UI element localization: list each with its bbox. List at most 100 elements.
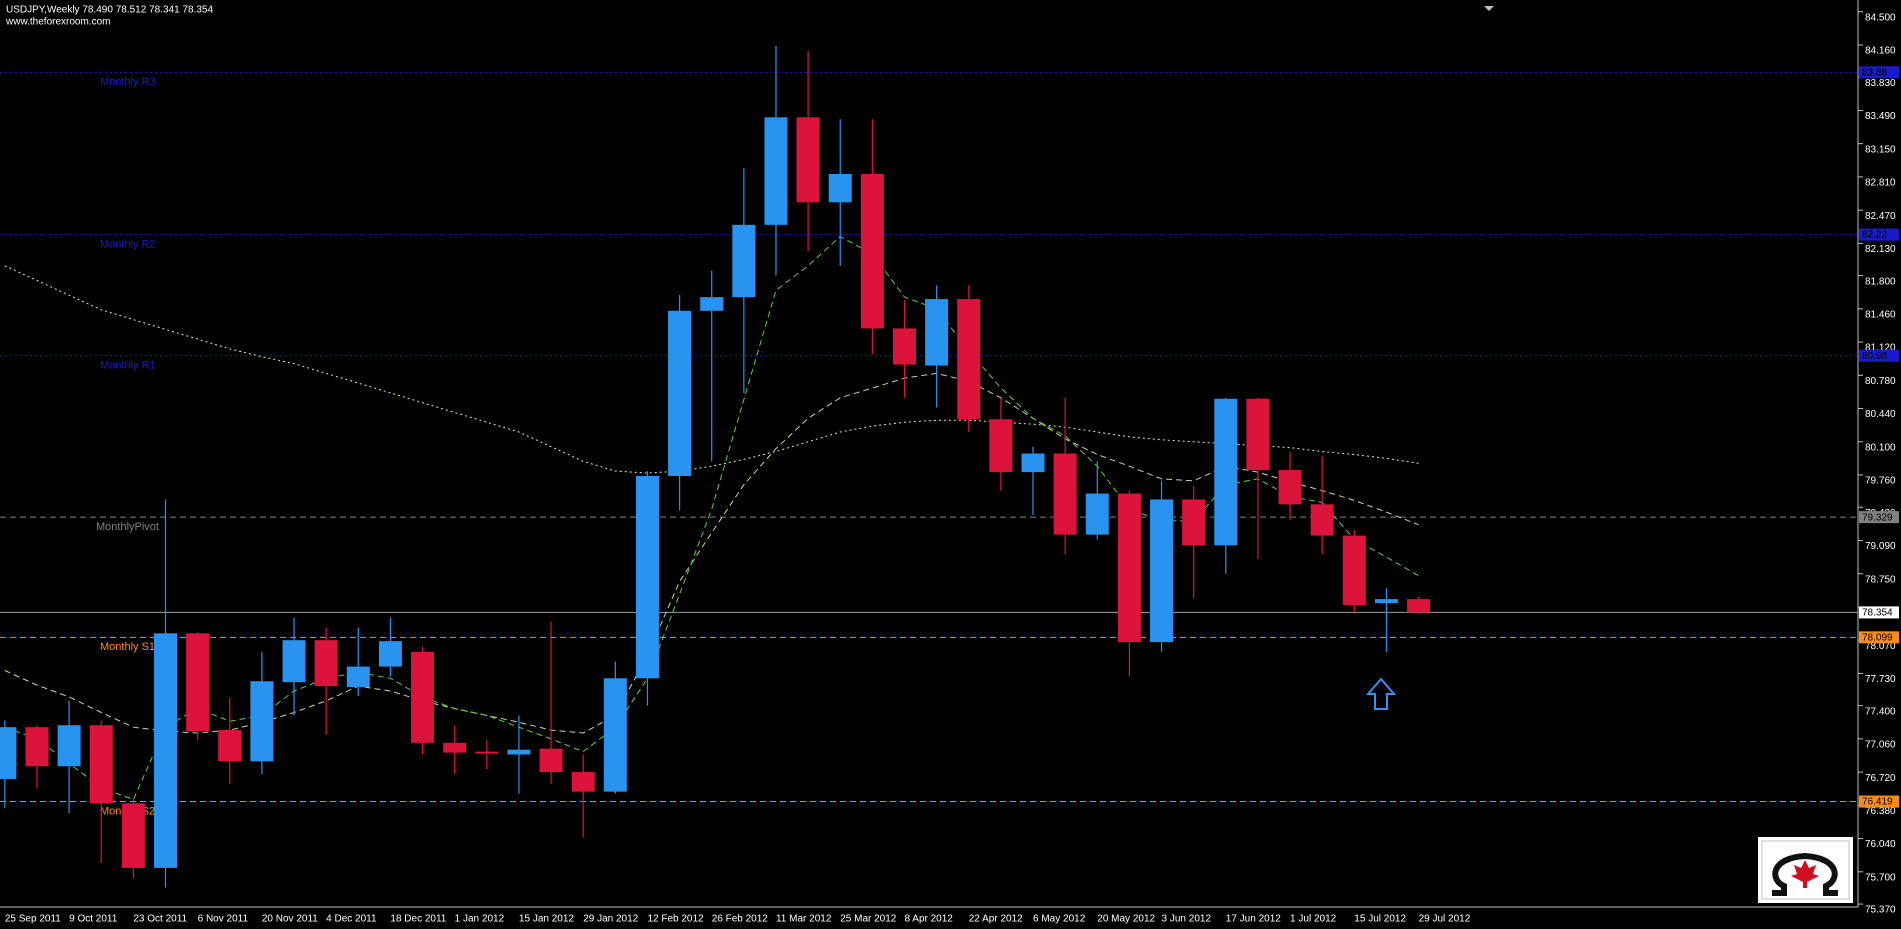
candle-body [635,475,659,679]
candle-body [1214,398,1238,546]
candle-body [1278,470,1302,505]
x-tick-label: 11 Mar 2012 [776,914,832,925]
y-tick-label: 84.500 [1865,12,1896,23]
logo-leaf [1791,860,1819,888]
candle-body [25,727,49,767]
y-tick-label: 76.040 [1865,839,1896,850]
candle-body [475,751,499,754]
candle-body [1342,535,1366,605]
x-tick-label: 6 May 2012 [1033,914,1086,925]
y-tick-label: 82.810 [1865,178,1896,189]
level-tag [1859,795,1899,808]
x-tick-label: 20 Nov 2011 [262,914,318,925]
level-tag-label: 78.099 [1862,632,1893,643]
candle-body [732,224,756,298]
candle-body [314,640,338,687]
indicator-line [4,265,1419,474]
level-tag-label: 83.88 [1862,67,1887,78]
x-tick-label: 18 Dec 2011 [390,914,446,925]
candle-body [1407,599,1431,613]
level-label: Monthly R2 [100,238,156,250]
y-tick-label: 81.460 [1865,309,1896,320]
candle-body [1310,504,1334,536]
x-tick-label: 29 Jan 2012 [583,914,638,925]
candle-body [860,173,884,329]
annotation-arrow [1365,677,1397,710]
candle-body [378,641,402,667]
level-label: MonthlyPivot [96,521,159,533]
candle-body [507,749,531,755]
y-tick-label: 77.730 [1865,674,1896,685]
chart-subtitle: www.theforexroom.com [5,17,110,28]
y-tick-label: 80.100 [1865,442,1896,453]
candle-body [1021,453,1045,473]
x-tick-label: 29 Jul 2012 [1419,914,1471,925]
candle-body [925,299,949,366]
candle-body [411,651,435,743]
current-price-tag-label: 78.354 [1862,608,1893,619]
level-tag [1859,631,1899,644]
x-tick-label: 26 Feb 2012 [712,914,769,925]
y-tick-label: 83.150 [1865,144,1896,155]
candle-body [1246,398,1270,471]
level-label: Monthly S1 [100,641,155,653]
level-tag-label: 79.329 [1862,512,1893,523]
x-tick-label: 15 Jan 2012 [519,914,574,925]
y-tick-label: 81.120 [1865,343,1896,354]
logo-frame [1761,840,1850,900]
candle-body [89,725,113,804]
x-tick-label: 3 Jun 2012 [1162,914,1212,925]
x-tick-label: 22 Apr 2012 [969,914,1023,925]
level-tag-label: 76.419 [1862,797,1893,808]
candle-body [121,803,145,868]
candle-body [1117,493,1141,643]
y-tick-label: 83.490 [1865,111,1896,122]
level-label: Monthly R3 [100,76,156,88]
candle-body [218,730,242,762]
candle-body [346,666,370,688]
x-tick-label: 23 Oct 2011 [133,914,187,925]
y-tick-label: 78.070 [1865,641,1896,652]
candle-body [250,681,274,762]
candle-body [668,310,692,476]
candle-body [571,772,595,792]
candle-body [1374,599,1398,604]
logo [1758,837,1853,903]
y-tick-label: 83.830 [1865,78,1896,89]
candle-body [0,727,17,779]
x-tick-label: 25 Mar 2012 [840,914,897,925]
chart-title: USDJPY,Weekly 78.490 78.512 78.341 78.35… [6,5,213,16]
candle-body [443,742,467,753]
candle-body [186,633,210,732]
level-tag [1859,349,1899,362]
y-tick-label: 77.060 [1865,740,1896,751]
level-tag [1859,228,1899,241]
x-tick-label: 9 Oct 2011 [69,914,118,925]
candle-body [603,678,627,792]
candle-body [828,173,852,203]
x-tick-label: 20 May 2012 [1097,914,1155,925]
x-tick-label: 25 Sep 2011 [5,914,61,925]
x-tick-label: 8 Apr 2012 [904,914,953,925]
y-tick-label: 82.470 [1865,211,1896,222]
x-tick-label: 12 Feb 2012 [647,914,704,925]
candle-body [1150,499,1174,643]
level-tag-label: 80.98 [1862,351,1887,362]
y-tick-label: 80.780 [1865,376,1896,387]
candle-body [539,748,563,773]
y-tick-label: 76.380 [1865,806,1896,817]
candle-body [1053,453,1077,535]
candle-body [57,725,81,767]
shift-marker [1484,6,1494,11]
x-tick-label: 1 Jul 2012 [1290,914,1337,925]
candle-body [700,297,724,311]
candle-body [764,117,788,225]
y-tick-label: 79.090 [1865,541,1896,552]
level-tag [1859,511,1899,524]
y-tick-label: 79.760 [1865,476,1896,487]
x-tick-label: 17 Jun 2012 [1226,914,1281,925]
y-tick-label: 81.800 [1865,276,1896,287]
candle-body [282,640,306,683]
y-tick-label: 80.440 [1865,409,1896,420]
